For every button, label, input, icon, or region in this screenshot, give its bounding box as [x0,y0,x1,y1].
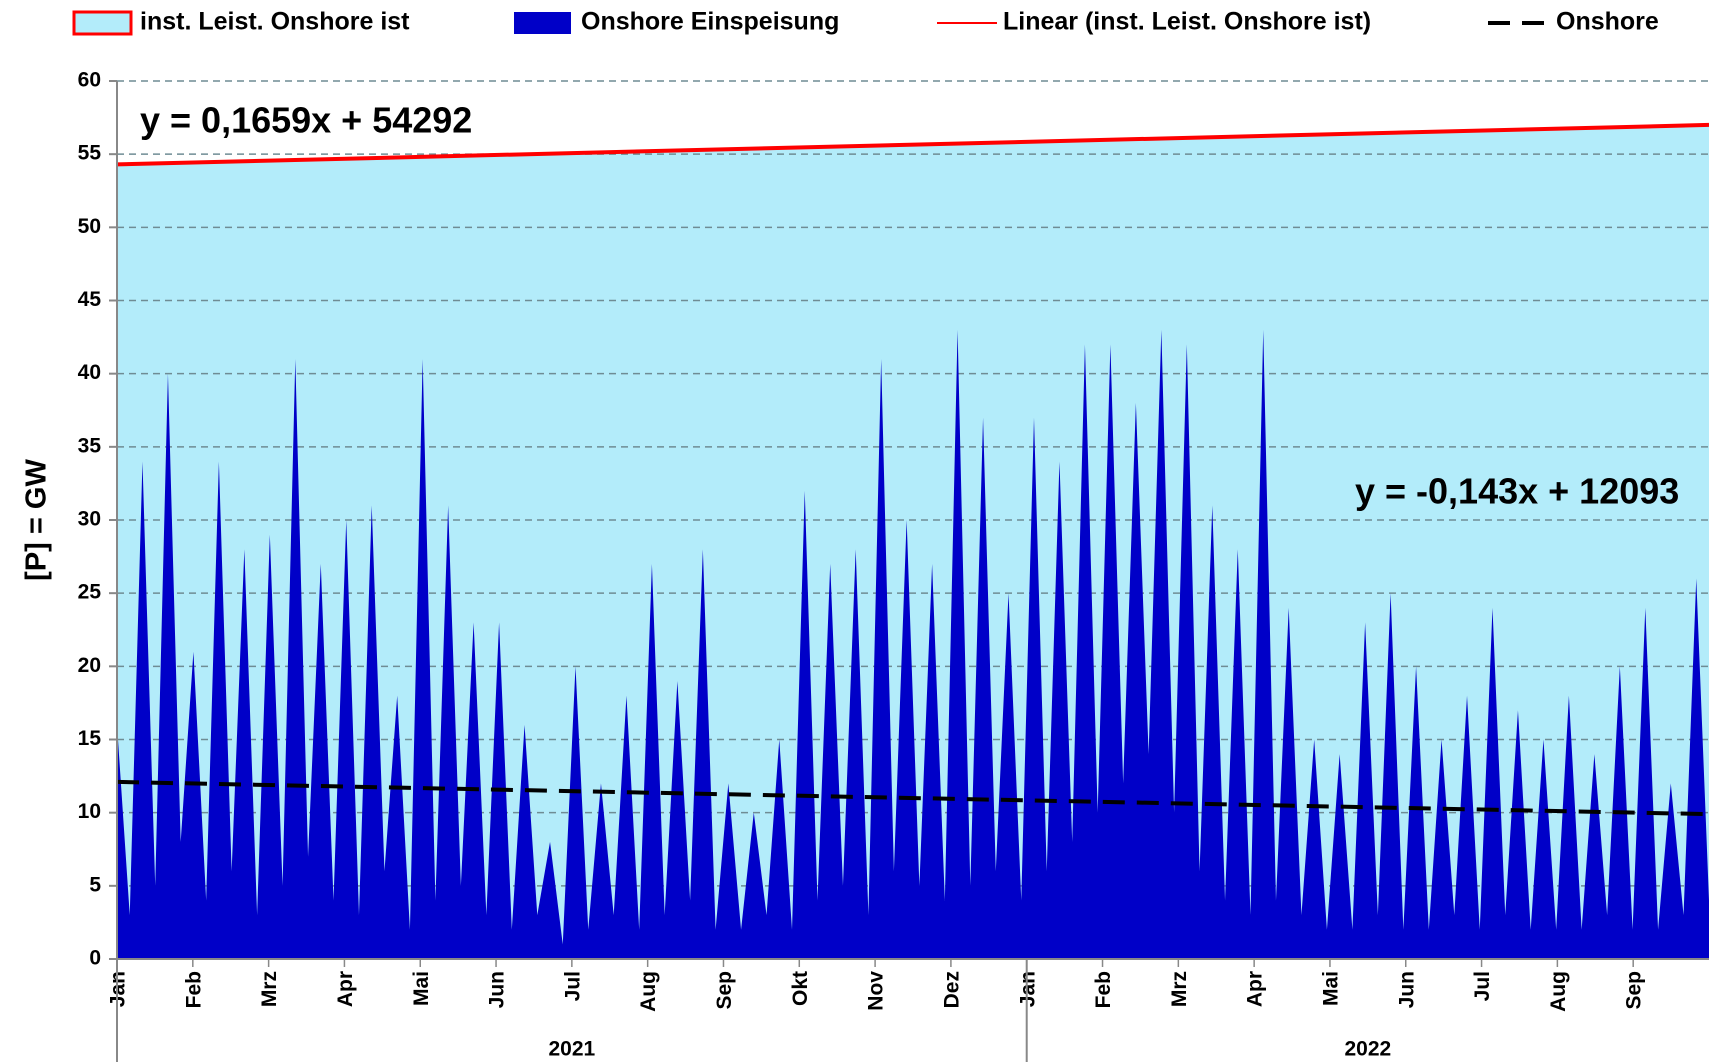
x-tick-label: Jun [486,971,509,1008]
area [117,329,1709,959]
area [117,124,1709,959]
y-tick-label: 10 [78,800,101,823]
y-tick-label: 55 [78,142,102,165]
x-tick-label: Jan [107,971,130,1007]
y-tick-label: 50 [78,215,101,238]
annotation: y = -0,143x + 12093 [1355,471,1679,512]
x-tick-label: Feb [182,971,205,1008]
x-tick-label: Apr [334,971,357,1007]
x-group-label: 2022 [1344,1038,1391,1061]
y-tick-label: 60 [78,69,101,92]
x-tick-label: Feb [1092,971,1115,1008]
x-tick-label: Apr [1244,971,1267,1007]
y-tick-label: 5 [89,873,101,896]
legend-swatch [514,12,571,34]
legend-label: inst. Leist. Onshore ist [140,8,410,36]
legend-label: Onshore Einspeisung [581,8,839,36]
legend-swatch [72,10,133,36]
trend-line [116,779,1709,817]
x-tick-label: Jul [1471,971,1494,1001]
x-tick-label: Sep [713,971,736,1010]
x-tick-label: Jun [1395,971,1418,1008]
x-tick-label: Mai [1319,971,1342,1006]
y-tick-label: 0 [89,947,101,970]
y-tick-label: 45 [78,288,102,311]
x-tick-label: Aug [637,971,660,1012]
legend-label: Onshore [1556,8,1659,36]
y-tick-label: 30 [78,508,101,531]
trend-line [116,122,1709,167]
legend-label: Linear (inst. Leist. Onshore ist) [1003,8,1371,36]
x-tick-label: Aug [1547,971,1570,1012]
y-tick-label: 25 [78,581,102,604]
x-tick-label: Dez [940,971,963,1008]
y-tick-label: 40 [78,361,101,384]
x-tick-label: Nov [865,971,888,1011]
x-tick-label: Mai [410,971,433,1006]
y-tick-label: 20 [78,654,101,677]
y-tick-label: 15 [78,727,102,750]
x-tick-label: Sep [1623,971,1646,1010]
y-axis-label: [P] = GW [21,459,53,581]
x-tick-label: Mrz [1168,971,1191,1007]
annotation: y = 0,1659x + 54292 [140,100,472,141]
x-tick-label: Okt [789,971,812,1006]
x-tick-label: Jan [1016,971,1039,1007]
x-tick-label: Mrz [258,971,281,1007]
x-group-label: 2021 [548,1038,595,1061]
y-tick-label: 35 [78,434,102,457]
x-tick-label: Jul [561,971,584,1001]
